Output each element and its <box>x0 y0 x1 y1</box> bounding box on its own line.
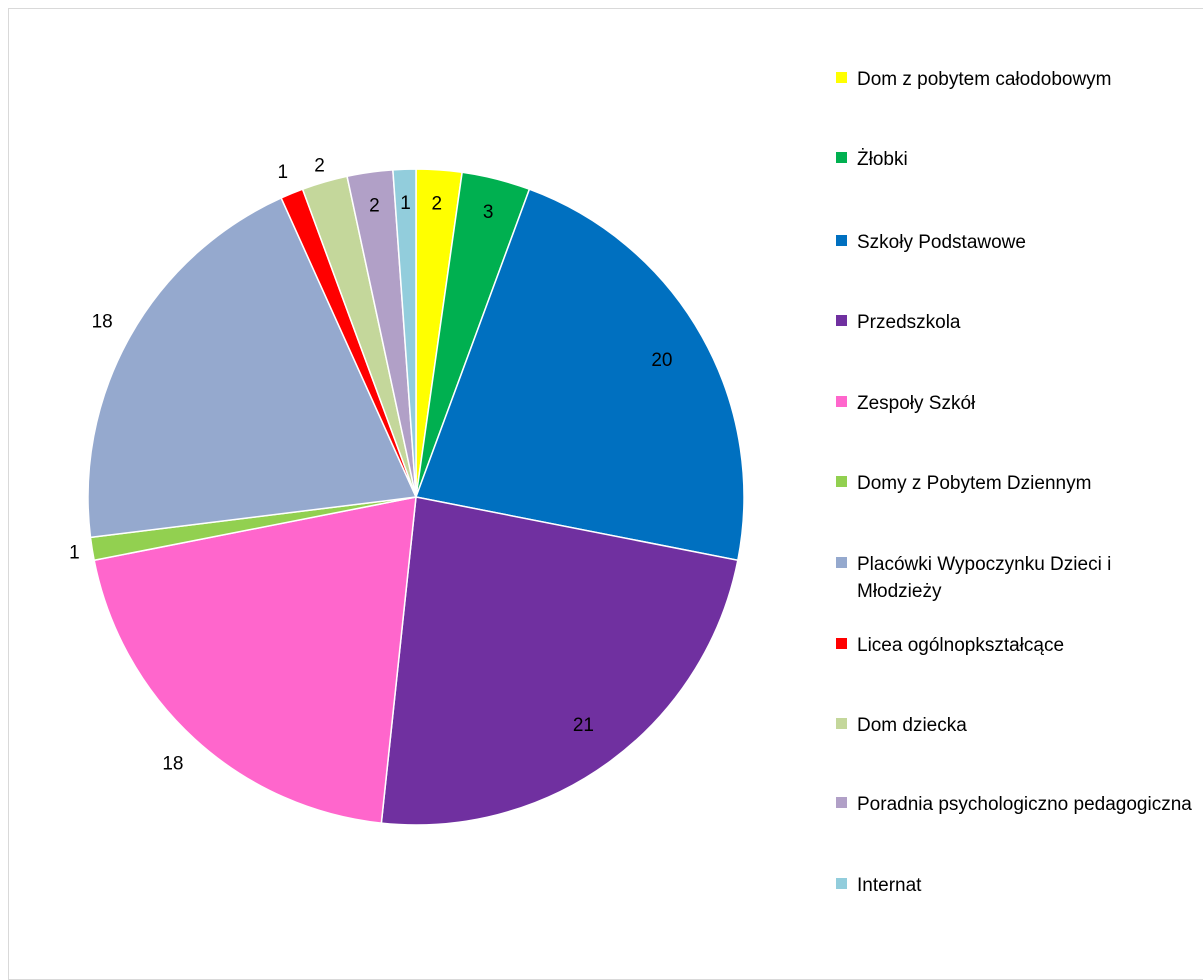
legend-swatch <box>836 638 847 649</box>
legend-item-zespoly-szkol: Zespoły Szkół <box>836 390 1196 417</box>
legend-label: Placówki Wypoczynku Dzieci i Młodzieży <box>857 554 1112 602</box>
legend-swatch <box>836 718 847 729</box>
legend-label: Przedszkola <box>857 312 961 333</box>
legend-swatch <box>836 235 847 246</box>
legend-label: Domy z Pobytem Dziennym <box>857 473 1092 494</box>
legend-item-internat: Internat <box>836 872 1196 899</box>
data-label-zlobki: 3 <box>483 202 494 223</box>
legend-item-domy-z-pobytem-dziennym: Domy z Pobytem Dziennym <box>836 470 1196 497</box>
legend-swatch <box>836 797 847 808</box>
legend-label: Licea ogólnopkształcące <box>857 635 1065 656</box>
data-label-domy-z-pobytem-dziennym: 1 <box>69 543 80 564</box>
legend-item-przedszkola: Przedszkola <box>836 309 1196 336</box>
pie-slice-szkoly-podstawowe <box>414 188 745 562</box>
legend-swatch <box>836 72 847 83</box>
legend-label: Internat <box>857 875 922 896</box>
pie-slices <box>87 168 745 826</box>
legend-item-szkoly-podstawowe: Szkoły Podstawowe <box>836 229 1196 256</box>
data-label-dom-z-pobytem-calodobowym: 2 <box>432 194 443 215</box>
legend-item-dom-dziecka: Dom dziecka <box>836 712 1196 739</box>
data-label-licea-ogolnopksztalcace: 1 <box>277 162 288 183</box>
legend-swatch <box>836 557 847 568</box>
legend-swatch <box>836 476 847 487</box>
data-label-przedszkola: 21 <box>573 715 594 736</box>
legend-label: Dom dziecka <box>857 715 967 736</box>
data-label-zespoly-szkol: 18 <box>162 754 183 775</box>
pie-slice-internat <box>392 168 417 498</box>
data-label-szkoly-podstawowe: 20 <box>651 350 672 371</box>
data-label-internat: 1 <box>400 193 411 214</box>
pie-slice-przedszkola <box>380 496 739 826</box>
legend-swatch <box>836 396 847 407</box>
data-label-placowki-wypoczynku-dzieci-i-mlodziezy: 18 <box>92 312 113 333</box>
data-label-poradnia-psychologiczno-pedagogiczna: 2 <box>369 196 380 217</box>
data-label-dom-dziecka: 2 <box>314 156 325 177</box>
legend-swatch <box>836 315 847 326</box>
pie-slice-placowki-wypoczynku-dzieci-i-mlodziezy <box>87 196 418 539</box>
legend-label: Zespoły Szkół <box>857 393 976 414</box>
legend-label: Dom z pobytem całodobowym <box>857 69 1112 90</box>
legend-item-poradnia-psychologiczno-pedagogiczna: Poradnia psychologiczno pedagogiczna <box>836 791 1196 818</box>
legend-item-placowki-wypoczynku-dzieci-i-mlodziezy: Placówki Wypoczynku Dzieci i Młodzieży <box>836 551 1196 605</box>
legend-item-dom-z-pobytem-calodobowym: Dom z pobytem całodobowym <box>836 66 1196 93</box>
legend-label: Szkoły Podstawowe <box>857 232 1026 253</box>
legend-swatch <box>836 878 847 889</box>
legend-item-licea-ogolnopksztalcace: Licea ogólnopkształcące <box>836 632 1196 659</box>
legend: Dom z pobytem całodobowym Żłobki Szkoły Po… <box>836 0 1196 980</box>
legend-swatch <box>836 152 847 163</box>
pie-slice-zespoly-szkol <box>93 496 417 824</box>
legend-label: Żłobki <box>857 149 908 170</box>
legend-label: Poradnia psychologiczno pedagogiczna <box>857 794 1192 815</box>
legend-item-zlobki: Żłobki <box>836 146 1196 173</box>
